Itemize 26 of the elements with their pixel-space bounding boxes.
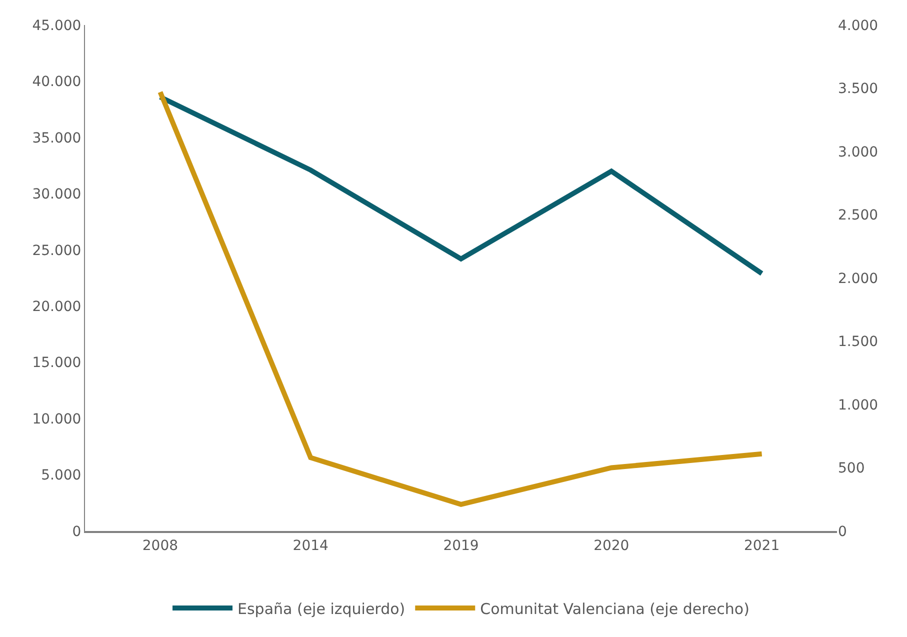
y2-tick-label: 2.500 xyxy=(838,208,878,224)
y2-tick-label: 3.000 xyxy=(838,144,878,160)
y-tick-label: 15.000 xyxy=(32,355,82,372)
y-tick-label: 0 xyxy=(72,524,82,540)
y2-tick-label: 2.000 xyxy=(838,270,878,287)
y-tick-label: 5.000 xyxy=(41,468,82,484)
y-tick-label: 45.000 xyxy=(32,18,82,34)
y-tick-label: 20.000 xyxy=(32,299,82,316)
y-tick-label: 25.000 xyxy=(32,242,82,259)
legend-label: España (eje izquierdo) xyxy=(238,600,406,618)
y-tick-label: 30.000 xyxy=(32,186,82,203)
y2-tick-label: 4.000 xyxy=(838,18,878,34)
y-tick-label: 40.000 xyxy=(32,74,82,90)
legend-label: Comunitat Valenciana (eje derecho) xyxy=(480,600,750,618)
y2-tick-label: 1.500 xyxy=(838,334,878,350)
y-tick-label: 35.000 xyxy=(32,130,82,146)
y2-tick-label: 3.500 xyxy=(838,81,878,98)
x-tick-label: 2019 xyxy=(443,538,479,554)
y2-tick-label: 500 xyxy=(838,460,865,477)
y2-tick-label: 1.000 xyxy=(838,397,878,414)
x-tick-label: 2014 xyxy=(292,538,328,554)
x-tick-label: 2008 xyxy=(142,538,178,554)
x-tick-label: 2020 xyxy=(594,538,630,554)
y-tick-label: 10.000 xyxy=(32,411,82,428)
x-tick-label: 2021 xyxy=(744,538,780,554)
y2-tick-label: 0 xyxy=(838,524,847,540)
